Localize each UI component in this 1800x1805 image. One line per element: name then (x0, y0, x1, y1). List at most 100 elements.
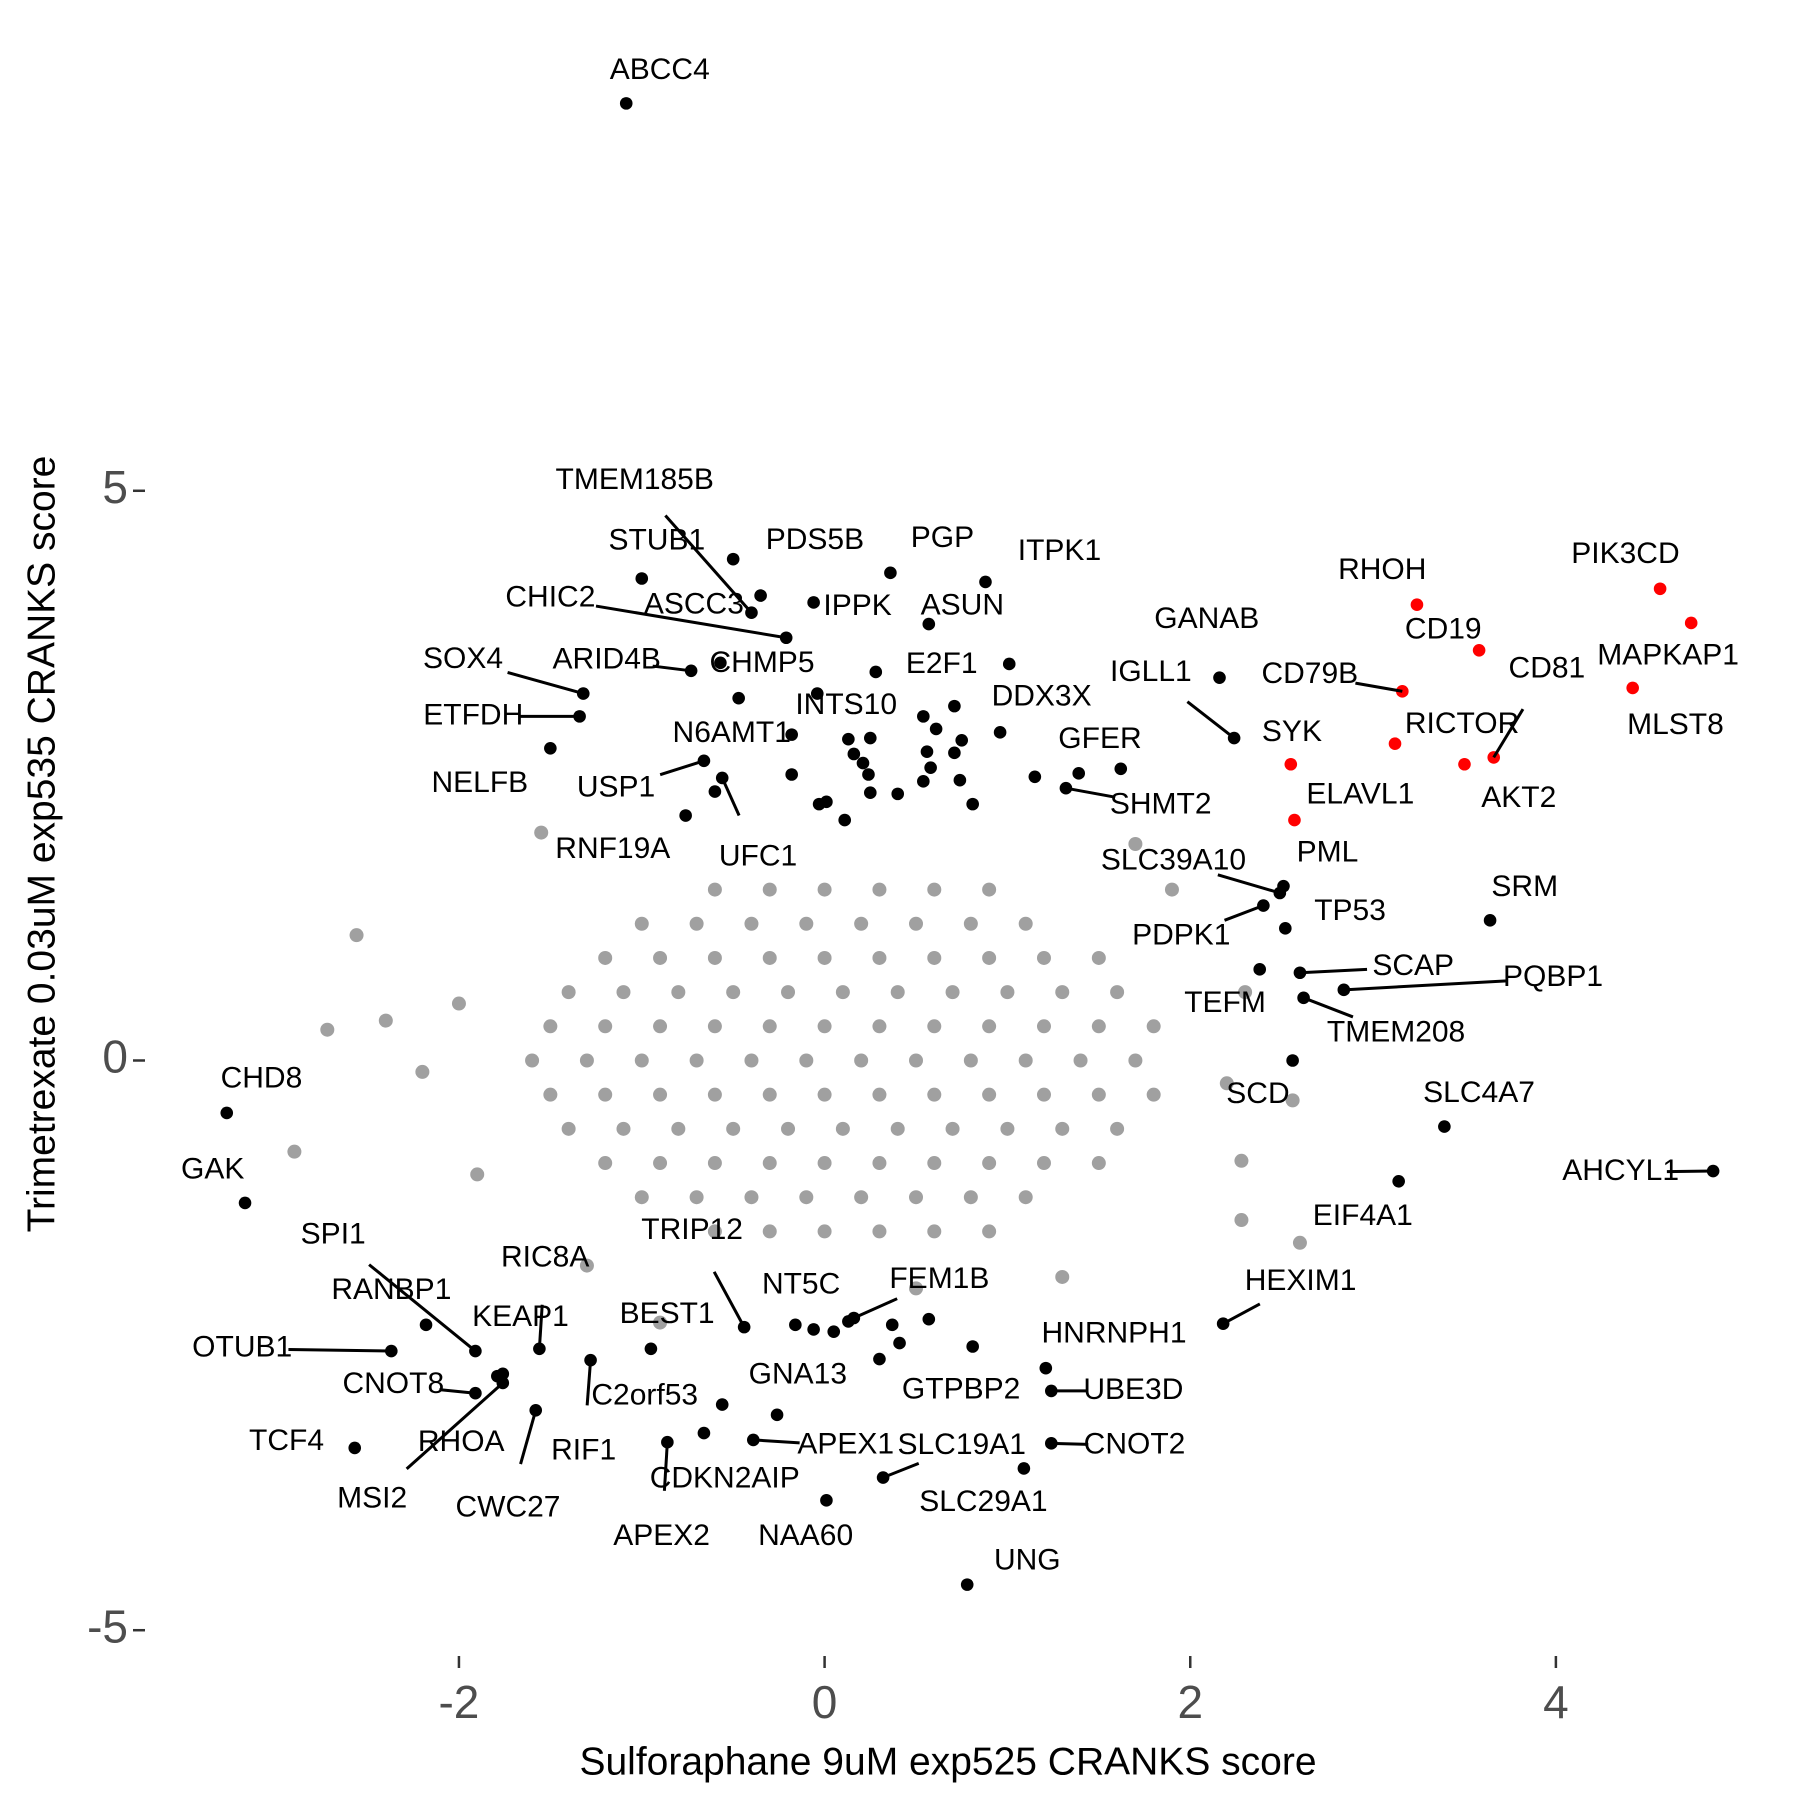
point (842, 732, 855, 746)
point (1483, 914, 1497, 927)
point (1146, 1087, 1161, 1102)
point (1284, 757, 1298, 771)
point (726, 985, 741, 1000)
point-label: TMEM208 (1327, 1016, 1465, 1049)
point (744, 1053, 759, 1068)
point (927, 1019, 942, 1034)
point-label: ELAVL1 (1306, 778, 1414, 811)
label-leader (1492, 708, 1525, 759)
point-label: FEM1B (889, 1262, 989, 1295)
point-label: N6AMT1 (673, 716, 791, 749)
point (960, 1578, 974, 1591)
point (979, 575, 992, 589)
point (1055, 1269, 1070, 1284)
point-label: MSI2 (337, 1482, 407, 1515)
point-label: E2F1 (906, 647, 978, 680)
point (810, 687, 824, 700)
point-label: SCAP (1372, 949, 1454, 982)
point-label: CHIC2 (505, 580, 595, 613)
point (238, 1196, 252, 1210)
point-label: SLC4A7 (1423, 1076, 1535, 1109)
point (744, 916, 759, 931)
point-label: ARID4B (553, 642, 661, 675)
point-label: SRM (1491, 870, 1558, 903)
point (817, 1156, 832, 1171)
y-tick-label: 0 (102, 1031, 128, 1083)
point (762, 1224, 777, 1239)
point (1277, 879, 1290, 893)
label-leader (882, 1461, 920, 1479)
point (671, 1121, 686, 1136)
point (854, 1053, 869, 1068)
point-label: DDX3X (992, 679, 1092, 712)
label-leader (507, 671, 584, 696)
point (862, 768, 875, 781)
point-label: APEX2 (613, 1519, 710, 1552)
point (1286, 1054, 1299, 1067)
label-leader (652, 664, 692, 673)
label-leader (1217, 873, 1281, 895)
point-label: TRIP12 (641, 1213, 743, 1246)
point (982, 1087, 997, 1102)
point (653, 950, 668, 965)
point (817, 950, 832, 965)
point (917, 710, 930, 723)
x-axis-title: Sulforaphane 9uM exp525 CRANKS score (579, 1740, 1316, 1783)
point-label: TMEM185B (556, 463, 714, 496)
label-leader (853, 1297, 898, 1320)
point (714, 656, 727, 670)
point (872, 1019, 887, 1034)
point (920, 745, 934, 759)
point (634, 1053, 649, 1068)
x-tick-label: 4 (1543, 1676, 1569, 1728)
x-tick-label: -2 (438, 1676, 479, 1728)
point-label: RANBP1 (331, 1273, 451, 1306)
point (838, 813, 852, 827)
point-label: SLC29A1 (919, 1485, 1047, 1518)
point (948, 746, 961, 760)
point (847, 747, 861, 761)
point (415, 1064, 430, 1079)
label-leader (1065, 786, 1116, 799)
point-label: GAK (181, 1152, 244, 1185)
point-label: PML (1297, 836, 1359, 869)
point (754, 589, 767, 602)
point-label: RNF19A (555, 832, 670, 865)
point (890, 1121, 905, 1136)
x-tick-label: 0 (812, 1676, 838, 1728)
label-leader (659, 759, 705, 777)
point (799, 916, 814, 931)
y-tick-label: -5 (87, 1600, 128, 1652)
point (785, 728, 798, 741)
point (1279, 922, 1292, 935)
point (1039, 1361, 1053, 1375)
point (543, 1019, 558, 1034)
point (927, 1087, 942, 1102)
point-label: STUB1 (608, 523, 705, 556)
point (707, 882, 722, 897)
point (835, 1121, 850, 1136)
point (785, 768, 798, 781)
point-label: NELFB (431, 766, 528, 799)
point (872, 1224, 887, 1239)
point (820, 795, 833, 809)
label-leader (288, 1347, 392, 1353)
point-label: RICTOR (1405, 707, 1519, 740)
point (579, 1258, 594, 1273)
point (927, 1156, 942, 1171)
point (820, 1494, 833, 1507)
label-leader (1303, 996, 1354, 1019)
point (1091, 1019, 1106, 1034)
label-leader (585, 1360, 593, 1406)
point-label: EIF4A1 (1313, 1199, 1413, 1232)
point (1036, 1156, 1051, 1171)
point-label: GANAB (1154, 602, 1259, 635)
point (1000, 985, 1015, 1000)
point (1018, 1190, 1033, 1205)
label-leader (405, 1381, 504, 1471)
point (1018, 916, 1033, 931)
point (384, 1344, 398, 1358)
point (1234, 1213, 1249, 1228)
point (869, 665, 883, 679)
point-label: PDPK1 (1132, 919, 1230, 952)
